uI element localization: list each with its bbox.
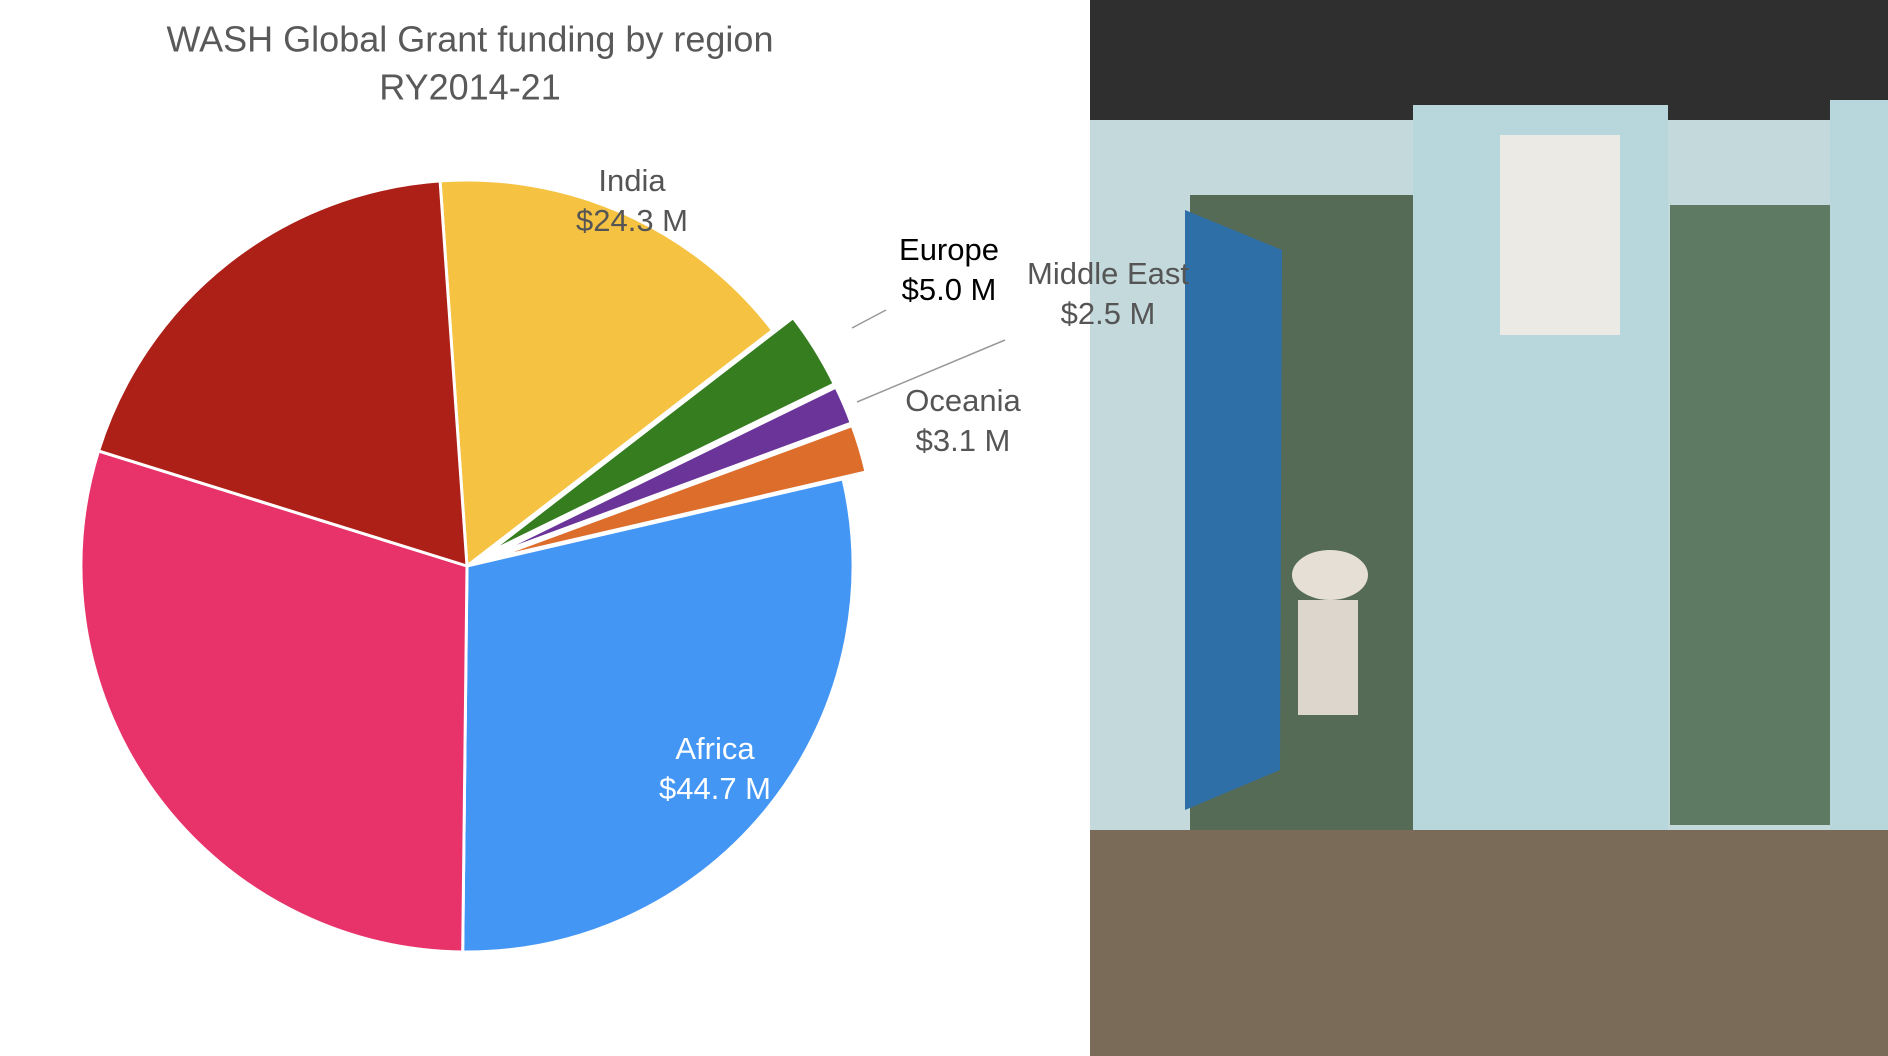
pie-slice xyxy=(438,178,775,569)
pie-slice xyxy=(79,449,469,954)
leader-line xyxy=(851,309,887,329)
slice-label: Africa xyxy=(675,731,755,766)
photo-poster xyxy=(1500,135,1620,335)
slice-label: Oceania xyxy=(905,383,1021,418)
photo-door xyxy=(1185,210,1282,810)
leader-line xyxy=(856,339,1006,403)
photo-floor xyxy=(1090,830,1888,1056)
photo-toilet xyxy=(1292,550,1368,600)
photo-roof xyxy=(1090,0,1888,120)
slice-value: $24.3 M xyxy=(576,203,688,238)
slice-value: $3.1 M xyxy=(916,423,1011,458)
photo-pillar xyxy=(1830,100,1888,860)
slice-value: $5.0 M xyxy=(902,272,997,307)
pie-slice xyxy=(96,179,469,569)
chart-subtitle: RY2014-21 xyxy=(379,67,560,108)
pie-slice xyxy=(486,315,837,555)
slice-label: India xyxy=(598,163,666,198)
slice-label: Middle East xyxy=(1027,256,1189,291)
chart-title: WASH Global Grant funding by region xyxy=(167,19,774,60)
pie-slice xyxy=(488,385,854,558)
slice-value: $2.5 M xyxy=(1061,296,1156,331)
photo-toilet xyxy=(1298,600,1358,715)
slice-label: Europe xyxy=(899,232,999,267)
pie-slice xyxy=(461,477,855,954)
pie-slice xyxy=(489,423,868,561)
photo xyxy=(1090,0,1888,1056)
slice-value: $44.7 M xyxy=(659,771,771,806)
photo-stall xyxy=(1670,205,1830,825)
